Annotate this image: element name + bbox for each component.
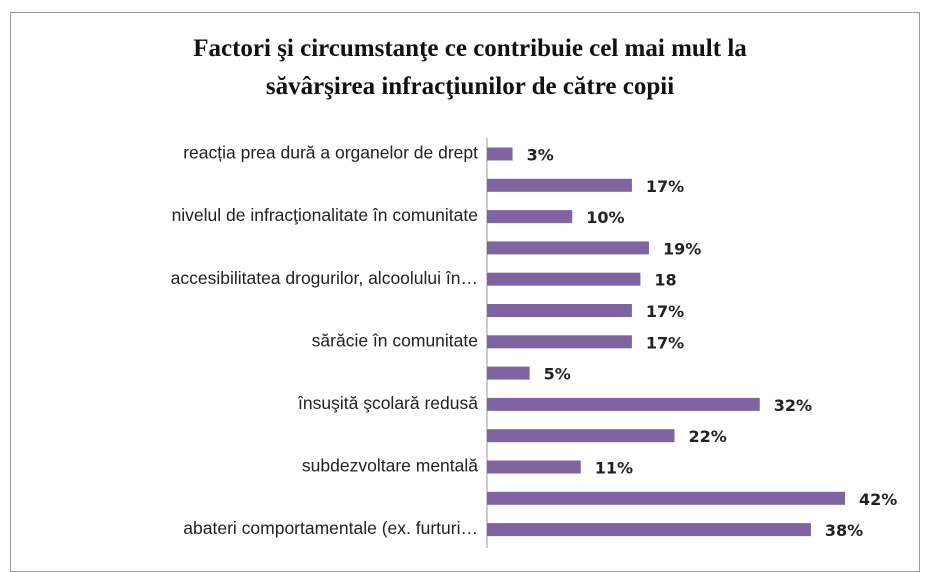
category-label: accesibilitatea drogurilor, alcoolului î… — [171, 268, 478, 288]
category-label: însuşită şcolară redusă — [297, 393, 478, 413]
bar — [487, 304, 632, 317]
category-label: nivelul de infracţionalitate în comunita… — [172, 205, 478, 225]
category-label: abateri comportamentale (ex. furturi… — [183, 518, 478, 538]
bar — [487, 178, 632, 192]
bar — [487, 429, 675, 443]
value-label: 17% — [646, 177, 684, 196]
bar — [487, 335, 632, 349]
bar — [487, 272, 641, 286]
value-label: 32% — [774, 396, 812, 415]
category-label: reacția prea dură a organelor de drept — [183, 143, 478, 163]
bar — [487, 366, 530, 380]
bar — [487, 210, 573, 224]
value-label: 5% — [544, 365, 571, 384]
bar — [487, 460, 581, 474]
bar — [487, 397, 760, 411]
value-label: 10% — [586, 208, 624, 227]
value-label: 11% — [595, 459, 633, 478]
value-label: 18 — [654, 271, 676, 290]
bar — [487, 147, 513, 161]
value-label: 17% — [646, 333, 684, 352]
value-label: 17% — [646, 302, 684, 321]
value-label: 38% — [825, 521, 863, 540]
bar — [487, 523, 811, 537]
bar — [487, 491, 845, 505]
value-label: 19% — [663, 239, 701, 258]
value-label: 3% — [527, 146, 554, 165]
bar — [487, 241, 649, 255]
value-label: 22% — [689, 427, 727, 446]
value-label: 42% — [859, 490, 897, 509]
chart-title: Factori şi circumstanţe ce contribuie ce… — [193, 35, 747, 100]
category-label: subdezvoltare mentală — [302, 456, 478, 476]
category-label: sărăcie în comunitate — [312, 330, 478, 350]
